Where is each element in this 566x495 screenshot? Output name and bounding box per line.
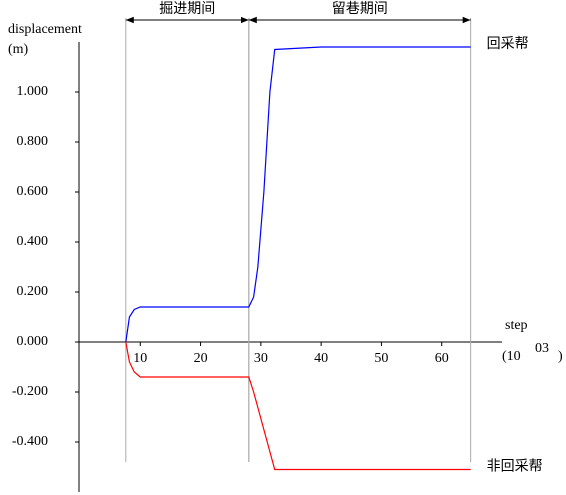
- x-tick-label: 50: [374, 351, 388, 366]
- y-axis-unit: (m): [8, 42, 29, 57]
- x-axis-unit-close: ): [558, 349, 563, 364]
- x-axis-unit-exponent: 03: [535, 341, 549, 356]
- x-axis-label: step: [505, 318, 528, 333]
- x-tick-label: 10: [133, 351, 147, 366]
- y-tick-label: 0.400: [17, 234, 49, 249]
- x-axis-unit: (10: [502, 349, 521, 364]
- y-tick-label: -0.400: [12, 434, 48, 449]
- y-tick-label: 0.800: [17, 134, 49, 149]
- period-label: 留巷期间: [332, 1, 388, 17]
- x-tick-label: 30: [254, 351, 268, 366]
- series-line: [125, 46, 471, 343]
- y-axis-label: displacement: [8, 22, 82, 37]
- y-tick-label: 0.000: [17, 334, 49, 349]
- x-tick-label: 40: [314, 351, 328, 366]
- series-label: 回采帮: [487, 36, 529, 52]
- x-tick-label: 20: [194, 351, 208, 366]
- series-line: [125, 341, 471, 471]
- y-tick-label: 0.600: [17, 184, 49, 199]
- y-tick-label: -0.200: [12, 384, 48, 399]
- series-label: 非回采帮: [487, 459, 543, 475]
- y-tick-label: 0.200: [17, 284, 49, 299]
- y-tick-label: 1.000: [17, 84, 49, 99]
- x-tick-label: 60: [435, 351, 449, 366]
- period-label: 掘进期间: [159, 1, 215, 17]
